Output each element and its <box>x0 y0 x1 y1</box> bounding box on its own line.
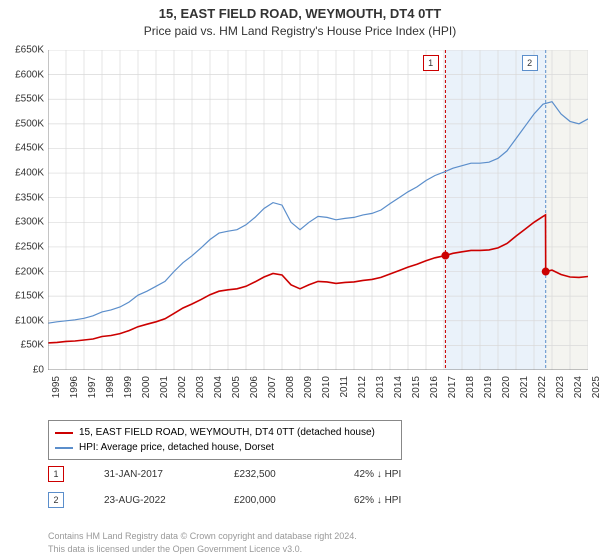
chart-subtitle: Price paid vs. HM Land Registry's House … <box>0 24 600 38</box>
credit-text: Contains HM Land Registry data © Crown c… <box>48 530 357 555</box>
event-delta: 62% ↓ HPI <box>354 495 401 506</box>
x-tick-label: 2009 <box>303 376 314 406</box>
x-tick-label: 2021 <box>519 376 530 406</box>
x-tick-label: 1995 <box>51 376 62 406</box>
legend-label: HPI: Average price, detached house, Dors… <box>79 440 274 455</box>
x-tick-label: 2017 <box>447 376 458 406</box>
y-tick-label: £250K <box>4 241 44 252</box>
event-row: 1 31-JAN-2017 £232,500 42% ↓ HPI <box>48 466 401 482</box>
x-tick-label: 1996 <box>69 376 80 406</box>
credit-line-2: This data is licensed under the Open Gov… <box>48 543 357 556</box>
x-tick-label: 2005 <box>231 376 242 406</box>
x-tick-label: 2007 <box>267 376 278 406</box>
event-date: 31-JAN-2017 <box>104 469 194 480</box>
chart-title: 15, EAST FIELD ROAD, WEYMOUTH, DT4 0TT <box>0 6 600 21</box>
y-tick-label: £50K <box>4 340 44 351</box>
x-tick-label: 2016 <box>429 376 440 406</box>
legend-row: HPI: Average price, detached house, Dors… <box>55 440 395 455</box>
x-tick-label: 2008 <box>285 376 296 406</box>
x-tick-label: 2001 <box>159 376 170 406</box>
legend-swatch <box>55 432 73 434</box>
x-tick-label: 2018 <box>465 376 476 406</box>
x-tick-label: 2002 <box>177 376 188 406</box>
event-marker: 1 <box>48 466 64 482</box>
y-tick-label: £350K <box>4 192 44 203</box>
y-tick-label: £550K <box>4 94 44 105</box>
legend-row: 15, EAST FIELD ROAD, WEYMOUTH, DT4 0TT (… <box>55 425 395 440</box>
x-tick-label: 2011 <box>339 376 350 406</box>
x-tick-label: 1997 <box>87 376 98 406</box>
chart-container: 15, EAST FIELD ROAD, WEYMOUTH, DT4 0TT P… <box>0 0 600 560</box>
y-tick-label: £450K <box>4 143 44 154</box>
x-tick-label: 2012 <box>357 376 368 406</box>
legend-swatch <box>55 447 73 449</box>
x-tick-label: 1998 <box>105 376 116 406</box>
y-tick-label: £300K <box>4 217 44 228</box>
y-tick-label: £500K <box>4 118 44 129</box>
chart-legend: 15, EAST FIELD ROAD, WEYMOUTH, DT4 0TT (… <box>48 420 402 460</box>
x-tick-label: 2013 <box>375 376 386 406</box>
y-tick-label: £0 <box>4 365 44 376</box>
y-tick-label: £600K <box>4 69 44 80</box>
x-tick-label: 2006 <box>249 376 260 406</box>
y-tick-label: £150K <box>4 291 44 302</box>
x-tick-label: 2010 <box>321 376 332 406</box>
x-tick-label: 2000 <box>141 376 152 406</box>
x-tick-label: 2025 <box>591 376 600 406</box>
marker-label: 1 <box>423 55 439 71</box>
x-tick-label: 2019 <box>483 376 494 406</box>
x-tick-label: 2023 <box>555 376 566 406</box>
x-tick-label: 2022 <box>537 376 548 406</box>
event-marker: 2 <box>48 492 64 508</box>
credit-line-1: Contains HM Land Registry data © Crown c… <box>48 530 357 543</box>
legend-label: 15, EAST FIELD ROAD, WEYMOUTH, DT4 0TT (… <box>79 425 375 440</box>
event-date: 23-AUG-2022 <box>104 495 194 506</box>
y-tick-label: £100K <box>4 315 44 326</box>
x-tick-label: 2004 <box>213 376 224 406</box>
event-price: £232,500 <box>234 469 314 480</box>
marker-label: 2 <box>522 55 538 71</box>
x-tick-label: 2015 <box>411 376 422 406</box>
x-tick-label: 2020 <box>501 376 512 406</box>
event-row: 2 23-AUG-2022 £200,000 62% ↓ HPI <box>48 492 401 508</box>
y-tick-label: £650K <box>4 45 44 56</box>
x-tick-label: 2024 <box>573 376 584 406</box>
y-tick-label: £200K <box>4 266 44 277</box>
event-price: £200,000 <box>234 495 314 506</box>
x-tick-label: 2014 <box>393 376 404 406</box>
y-tick-label: £400K <box>4 168 44 179</box>
x-tick-label: 2003 <box>195 376 206 406</box>
event-delta: 42% ↓ HPI <box>354 469 401 480</box>
x-tick-label: 1999 <box>123 376 134 406</box>
chart-plot <box>48 50 588 370</box>
